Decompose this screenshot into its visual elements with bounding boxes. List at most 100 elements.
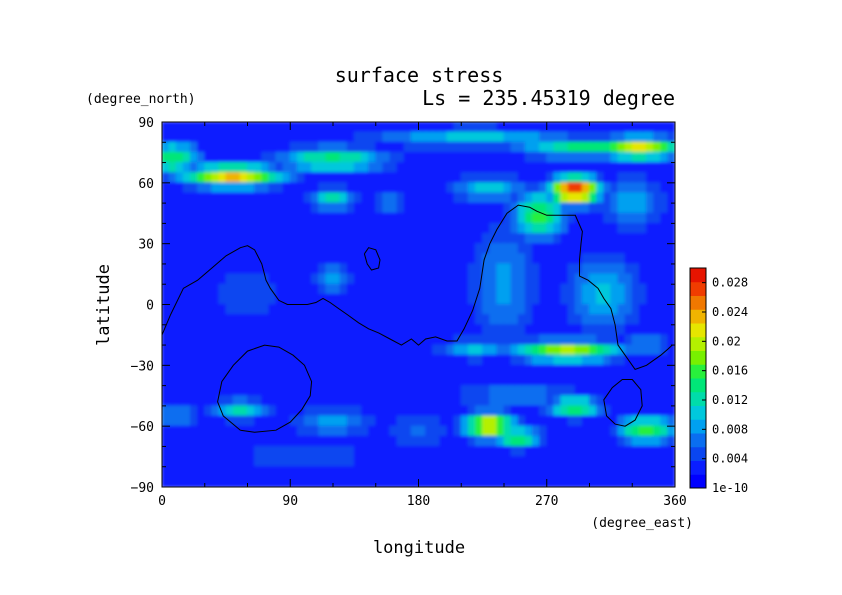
heatmap-cell [539, 415, 548, 427]
heatmap-cell [553, 172, 562, 184]
heatmap-cell [617, 212, 626, 224]
heatmap-cell [254, 141, 263, 153]
heatmap-cell [560, 283, 569, 295]
heatmap-cell [410, 324, 419, 336]
heatmap-cell [574, 334, 583, 346]
heatmap-cell [268, 182, 277, 194]
heatmap-cell [617, 141, 626, 153]
heatmap-cell [346, 364, 355, 376]
heatmap-cell [489, 425, 498, 437]
heatmap-cell [190, 131, 199, 143]
heatmap-cell [296, 344, 305, 356]
heatmap-cell [460, 425, 469, 437]
heatmap-cell [190, 182, 199, 194]
heatmap-cell [389, 233, 398, 245]
heatmap-cell [239, 122, 248, 133]
heatmap-cell [517, 344, 526, 356]
heatmap-cell [660, 395, 669, 407]
heatmap-cell [574, 243, 583, 255]
heatmap-cell [261, 354, 270, 366]
heatmap-cell [546, 212, 555, 224]
heatmap-cell [667, 172, 675, 184]
heatmap-cell [475, 314, 484, 326]
heatmap-cell [162, 374, 170, 387]
heatmap-cell [660, 405, 669, 417]
heatmap-cell [318, 222, 327, 235]
heatmap-cell [475, 385, 484, 397]
heatmap-cell [603, 263, 612, 275]
heatmap-cell [524, 263, 533, 275]
heatmap-cell [560, 151, 569, 164]
heatmap-cell [247, 151, 256, 164]
heatmap-cell [232, 122, 241, 133]
heatmap-cell [660, 344, 669, 356]
heatmap-cell [218, 131, 227, 143]
heatmap-cell [496, 445, 505, 458]
heatmap-cell [624, 415, 633, 427]
heatmap-cell [581, 314, 590, 326]
heatmap-cell [667, 212, 675, 224]
heatmap-cell [524, 385, 533, 397]
heatmap-cell [289, 364, 298, 376]
heatmap-cell [375, 385, 384, 397]
heatmap-cell [467, 304, 476, 316]
heatmap-cell [261, 253, 270, 265]
heatmap-cell [425, 182, 434, 194]
heatmap-cell [596, 425, 605, 437]
heatmap-cell [296, 202, 305, 214]
heatmap-cell [510, 243, 519, 255]
heatmap-cell [617, 122, 626, 133]
heatmap-cell [332, 445, 341, 458]
heatmap-cell [581, 395, 590, 407]
heatmap-cell [261, 435, 270, 447]
heatmap-cell [553, 212, 562, 224]
heatmap-cell [475, 192, 484, 204]
heatmap-cell [182, 445, 191, 458]
heatmap-cell [332, 324, 341, 336]
heatmap-cell [574, 141, 583, 153]
heatmap-cell [275, 222, 284, 235]
heatmap-cell [638, 344, 647, 356]
heatmap-cell [638, 293, 647, 305]
heatmap-cell [638, 314, 647, 326]
heatmap-cell [418, 314, 427, 326]
heatmap-cell [396, 445, 405, 458]
heatmap-cell [603, 476, 612, 487]
heatmap-cell [567, 314, 576, 326]
heatmap-cell [261, 172, 270, 184]
heatmap-cell [667, 233, 675, 245]
heatmap-cell [261, 395, 270, 407]
heatmap-cell [631, 344, 640, 356]
heatmap-cell [218, 445, 227, 458]
heatmap-cell [410, 476, 419, 487]
heatmap-cell [304, 273, 313, 285]
heatmap-cell [667, 354, 675, 366]
heatmap-cell [660, 131, 669, 143]
heatmap-cell [239, 476, 248, 487]
heatmap-cell [532, 304, 541, 316]
heatmap-cell [617, 466, 626, 478]
heatmap-cell [610, 141, 619, 153]
heatmap-cell [432, 334, 441, 346]
heatmap-cell [418, 354, 427, 366]
heatmap-cell [482, 172, 491, 184]
heatmap-cell [325, 304, 334, 316]
heatmap-cell [247, 456, 256, 468]
heatmap-cell [596, 456, 605, 468]
heatmap-cell [560, 253, 569, 265]
heatmap-cell [589, 324, 598, 336]
heatmap-cell [361, 395, 370, 407]
heatmap-cell [361, 344, 370, 356]
heatmap-cell [332, 182, 341, 194]
heatmap-cell [460, 141, 469, 153]
heatmap-cell [574, 354, 583, 366]
heatmap-cell [175, 122, 184, 133]
heatmap-cell [182, 324, 191, 336]
y-tick-label: 30 [138, 238, 154, 253]
heatmap-cell [581, 263, 590, 275]
heatmap-cell [190, 122, 199, 133]
heatmap-cell [389, 344, 398, 356]
heatmap-cell [332, 162, 341, 174]
heatmap-cell [432, 476, 441, 487]
heatmap-cell [325, 314, 334, 326]
